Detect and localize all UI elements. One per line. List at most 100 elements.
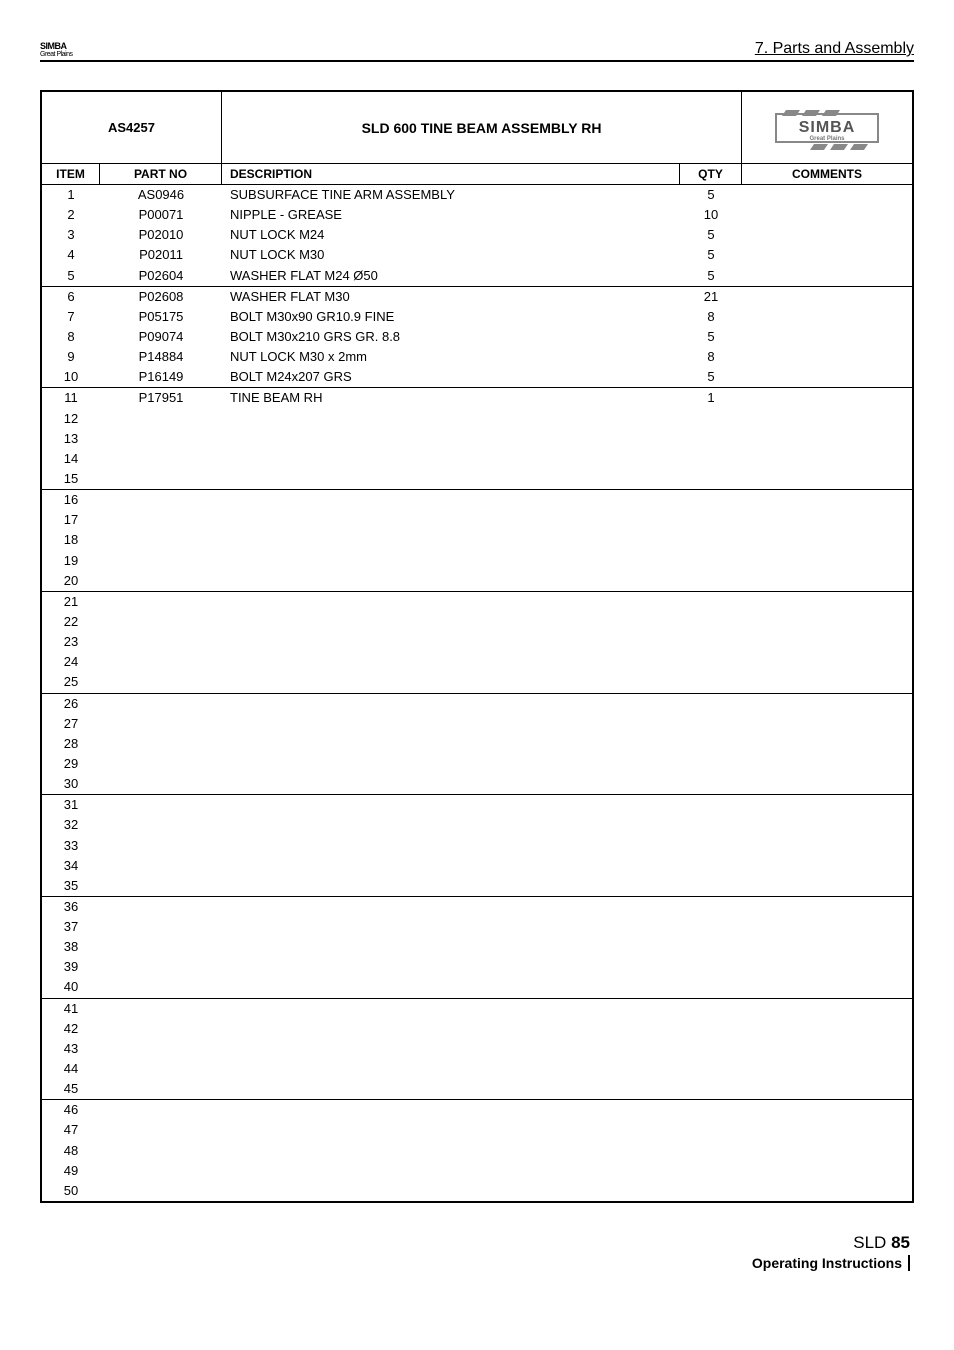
cell-part: P16149 <box>100 367 222 387</box>
footer-model: SLD <box>853 1233 886 1252</box>
cell-item: 5 <box>42 266 100 286</box>
cell-item: 6 <box>42 287 100 307</box>
table-row: 13 <box>42 429 912 449</box>
cell-qty <box>680 510 742 530</box>
cell-comments <box>742 205 912 225</box>
cell-desc <box>222 1039 680 1059</box>
table-row: 25 <box>42 672 912 692</box>
cell-comments <box>742 551 912 571</box>
cell-comments <box>742 1161 912 1181</box>
table-row: 38 <box>42 937 912 957</box>
page-footer: SLD 85 Operating Instructions <box>40 1233 914 1271</box>
cell-comments <box>742 429 912 449</box>
cell-item: 9 <box>42 347 100 367</box>
cell-qty <box>680 836 742 856</box>
cell-qty: 8 <box>680 307 742 327</box>
cell-qty <box>680 977 742 997</box>
section-title: 7. Parts and Assembly <box>755 40 914 58</box>
cell-desc <box>222 469 680 489</box>
brand-logo-cell: SIMBA Great Plains <box>742 92 912 163</box>
table-row: 1AS0946SUBSURFACE TINE ARM ASSEMBLY5 <box>42 185 912 205</box>
cell-qty: 8 <box>680 347 742 367</box>
cell-comments <box>742 937 912 957</box>
cell-item: 25 <box>42 672 100 692</box>
cell-qty <box>680 917 742 937</box>
cell-desc: BOLT M30x210 GRS GR. 8.8 <box>222 327 680 347</box>
cell-qty <box>680 1120 742 1140</box>
cell-item: 21 <box>42 592 100 612</box>
cell-part <box>100 1100 222 1120</box>
cell-item: 46 <box>42 1100 100 1120</box>
cell-qty <box>680 652 742 672</box>
cell-part: P14884 <box>100 347 222 367</box>
cell-qty <box>680 1059 742 1079</box>
cell-comments <box>742 999 912 1019</box>
cell-comments <box>742 490 912 510</box>
cell-desc <box>222 592 680 612</box>
table-row: 5P02604WASHER FLAT M24 Ø505 <box>42 266 912 286</box>
cell-comments <box>742 307 912 327</box>
cell-item: 30 <box>42 774 100 794</box>
cell-qty <box>680 551 742 571</box>
cell-comments <box>742 714 912 734</box>
cell-qty <box>680 1039 742 1059</box>
table-block: 1617181920 <box>42 490 912 592</box>
cell-item: 13 <box>42 429 100 449</box>
cell-desc <box>222 1079 680 1099</box>
cell-part <box>100 571 222 591</box>
cell-item: 15 <box>42 469 100 489</box>
cell-desc <box>222 551 680 571</box>
table-row: 35 <box>42 876 912 896</box>
cell-comments <box>742 409 912 429</box>
cell-desc <box>222 917 680 937</box>
table-block: 2627282930 <box>42 694 912 796</box>
cell-comments <box>742 754 912 774</box>
cell-comments <box>742 815 912 835</box>
table-block: 2122232425 <box>42 592 912 694</box>
cell-desc: NUT LOCK M30 <box>222 245 680 265</box>
header-logo: SIMBA Great Plains <box>40 42 73 58</box>
cell-qty <box>680 957 742 977</box>
cell-part: P02010 <box>100 225 222 245</box>
cell-part: P17951 <box>100 388 222 408</box>
cell-item: 18 <box>42 530 100 550</box>
cell-part <box>100 632 222 652</box>
cell-qty <box>680 1181 742 1201</box>
cell-comments <box>742 1079 912 1099</box>
cell-desc <box>222 490 680 510</box>
cell-part <box>100 917 222 937</box>
cell-part <box>100 714 222 734</box>
cell-qty: 5 <box>680 225 742 245</box>
cell-part <box>100 774 222 794</box>
table-row: 10P16149BOLT M24x207 GRS5 <box>42 367 912 387</box>
cell-part <box>100 612 222 632</box>
cell-comments <box>742 694 912 714</box>
cell-item: 8 <box>42 327 100 347</box>
cell-desc <box>222 1181 680 1201</box>
cell-desc <box>222 530 680 550</box>
cell-item: 48 <box>42 1141 100 1161</box>
table-row: 44 <box>42 1059 912 1079</box>
cell-comments <box>742 571 912 591</box>
cell-part <box>100 734 222 754</box>
cell-item: 2 <box>42 205 100 225</box>
cell-comments <box>742 327 912 347</box>
cell-desc <box>222 571 680 591</box>
cell-part <box>100 1141 222 1161</box>
table-row: 23 <box>42 632 912 652</box>
table-row: 39 <box>42 957 912 977</box>
footer-model-page: SLD 85 <box>40 1233 910 1253</box>
table-row: 41 <box>42 999 912 1019</box>
cell-item: 38 <box>42 937 100 957</box>
table-row: 6P02608WASHER FLAT M3021 <box>42 287 912 307</box>
table-row: 36 <box>42 897 912 917</box>
cell-part: AS0946 <box>100 185 222 205</box>
cell-item: 37 <box>42 917 100 937</box>
cell-qty: 5 <box>680 266 742 286</box>
cell-item: 43 <box>42 1039 100 1059</box>
cell-qty <box>680 999 742 1019</box>
cell-qty <box>680 429 742 449</box>
cell-desc: TINE BEAM RH <box>222 388 680 408</box>
cell-desc <box>222 449 680 469</box>
table-row: 32 <box>42 815 912 835</box>
